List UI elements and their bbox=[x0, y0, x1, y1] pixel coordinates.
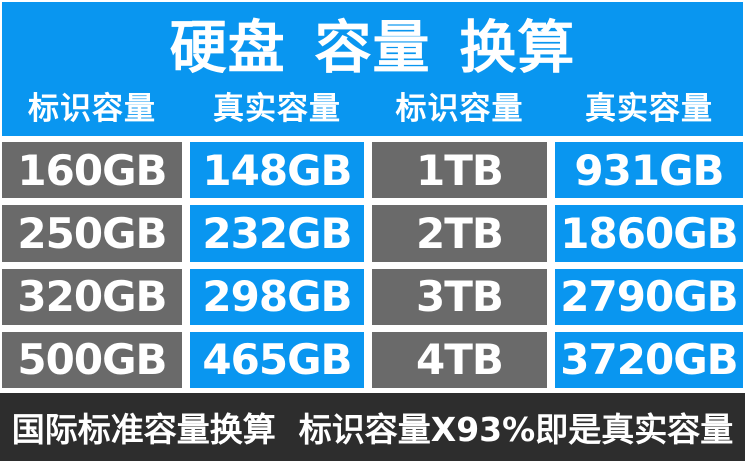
capacity-cell-labeled: 500GB bbox=[2, 331, 182, 388]
capacity-cell-actual: 298GB bbox=[190, 268, 364, 325]
capacity-cell-labeled: 2TB bbox=[372, 205, 547, 262]
capacity-table: 160GB 148GB 1TB 931GB 250GB 232GB 2TB 18… bbox=[2, 142, 743, 388]
capacity-cell-labeled: 4TB bbox=[372, 331, 547, 388]
capacity-cell-labeled: 1TB bbox=[372, 142, 547, 199]
header-block: 硬盘 容量 换算 标识容量 真实容量 标识容量 真实容量 bbox=[2, 2, 743, 136]
capacity-cell-labeled: 160GB bbox=[2, 142, 182, 199]
capacity-cell-actual: 931GB bbox=[555, 142, 743, 199]
capacity-cell-labeled: 3TB bbox=[372, 268, 547, 325]
column-header-actual-1: 真实容量 bbox=[213, 91, 341, 127]
capacity-cell-labeled: 250GB bbox=[2, 205, 182, 262]
capacity-cell-labeled: 320GB bbox=[2, 268, 182, 325]
capacity-cell-actual: 232GB bbox=[190, 205, 364, 262]
footer-note: 国际标准容量换算 标识容量X93%即是真实容量 bbox=[0, 393, 745, 461]
capacity-cell-actual: 148GB bbox=[190, 142, 364, 199]
capacity-cell-actual: 3720GB bbox=[555, 331, 743, 388]
capacity-cell-actual: 465GB bbox=[190, 331, 364, 388]
page-title: 硬盘 容量 换算 bbox=[169, 15, 576, 81]
capacity-cell-actual: 1860GB bbox=[555, 205, 743, 262]
column-header-labeled-1: 标识容量 bbox=[28, 91, 156, 127]
column-header-labeled-2: 标识容量 bbox=[395, 91, 524, 127]
column-header-row: 标识容量 真实容量 标识容量 真实容量 bbox=[2, 83, 743, 128]
column-header-actual-2: 真实容量 bbox=[585, 91, 713, 127]
capacity-cell-actual: 2790GB bbox=[555, 268, 743, 325]
